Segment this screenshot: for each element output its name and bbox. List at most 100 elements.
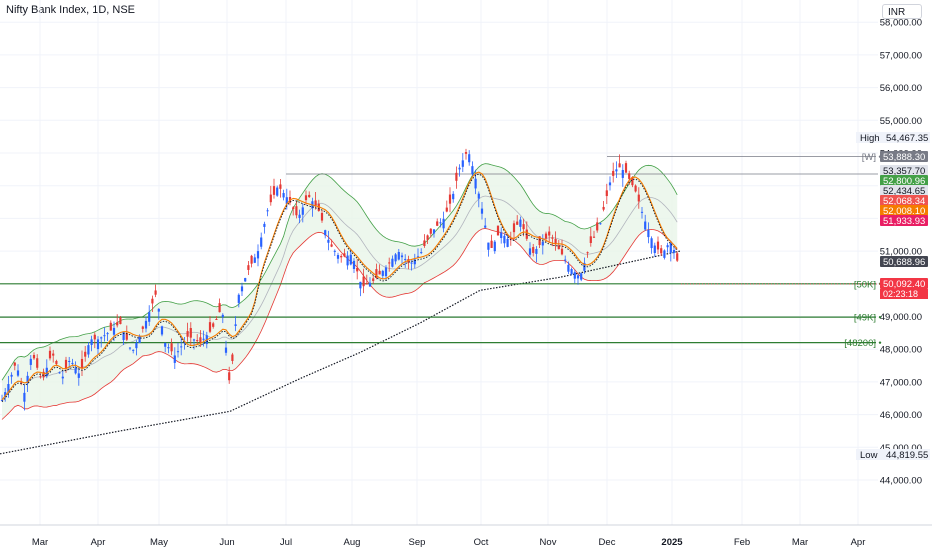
candle-body [308,194,311,198]
candle-body [452,193,455,200]
candle-body [84,351,87,357]
candle-body [247,265,250,270]
candle-body [535,248,538,254]
candle-body [580,273,583,280]
candle-body [477,193,480,199]
candle-body [512,223,516,233]
candle-body [480,208,484,214]
bollinger-basis-line [1,195,678,401]
candle-body [272,186,276,195]
candle-body [304,195,308,201]
price-label-text: 52,068.34 [883,196,925,207]
y-tick-label: 51,000.00 [880,247,922,258]
candle-body [58,372,61,374]
candle-body [560,248,564,255]
y-tick-label: 45,000.00 [880,443,922,454]
candle-body [112,327,116,335]
candle-body [282,193,285,198]
candle-body [135,342,138,349]
price-label-text: 50,092.40 [883,279,925,290]
candle-body [490,240,493,248]
x-tick-label: Mar [32,537,48,548]
price-label-text: 52,434.65 [883,186,925,197]
candle-body [183,341,186,344]
candle-body [468,154,471,163]
y-tick-label: 56,000.00 [880,83,922,94]
candle-body [96,339,100,350]
y-tick-label: 57,000.00 [880,50,922,61]
currency-selector[interactable]: INR [882,4,922,19]
x-tick-label: Nov [540,537,557,548]
level-label: [49K] [854,313,876,324]
candle-body [404,258,407,260]
candle-body [71,362,74,364]
candle-body [372,278,375,281]
candle-body [448,194,452,204]
candle-body [416,256,420,258]
candle-body [45,367,48,377]
candle-body [317,203,320,211]
candle-body [29,358,32,365]
candle-body [650,238,653,249]
candle-body [522,224,525,230]
candle-body [356,268,359,272]
candle-body [612,170,615,176]
candle-body [202,338,205,340]
candle-body [602,206,605,210]
x-tick-label: Aug [344,537,361,548]
y-tick-label: 46,000.00 [880,410,922,421]
candle-body [487,242,490,250]
candle-body [471,166,474,175]
candle-body [541,241,544,246]
candle-body [295,206,298,216]
candle-body [592,236,596,238]
candle-body [637,194,640,202]
high-value: 54,467.35 [886,133,928,144]
candle-body [52,353,55,356]
long-moving-average-line [0,250,681,455]
x-tick-label: 2025 [661,537,683,548]
x-tick-label: Apr [851,537,866,548]
low-label: Low [860,450,878,461]
candle-body [244,278,247,282]
candle-body [596,222,599,231]
candle-body [640,211,644,213]
candle-body [362,276,365,287]
candle-body [125,333,128,340]
candle-body [122,331,125,341]
candle-body [349,254,352,265]
candle-body [474,178,477,189]
candle-body [90,339,93,345]
price-label-text: 52,800.96 [883,176,925,187]
candle-body [228,372,231,381]
countdown-text: 02:23:18 [883,289,918,299]
candle-body [570,269,573,275]
candle-body [669,243,672,253]
low-box [856,449,930,460]
candle-body [215,318,218,320]
price-label-box [880,195,928,206]
candle-body [381,270,384,276]
candles [0,148,679,411]
candle-body [263,223,266,227]
candle-body [436,221,439,226]
candle-body [324,230,327,236]
candle-body [93,334,96,340]
candle-body [173,355,176,363]
candle-body [144,320,148,329]
price-label-box [880,175,928,186]
candle-body [138,335,141,344]
y-tick-label: 58,000.00 [880,18,922,29]
candle-body [116,322,119,326]
candle-body [589,236,592,243]
candle-body [119,317,122,325]
candle-body [666,245,669,248]
candle-body [621,170,624,178]
candle-body [77,373,80,378]
candle-body [656,241,660,250]
candle-body [439,222,442,224]
y-tick-label: 55,000.00 [880,116,922,127]
candle-body [484,225,487,228]
candle-body [400,255,404,258]
